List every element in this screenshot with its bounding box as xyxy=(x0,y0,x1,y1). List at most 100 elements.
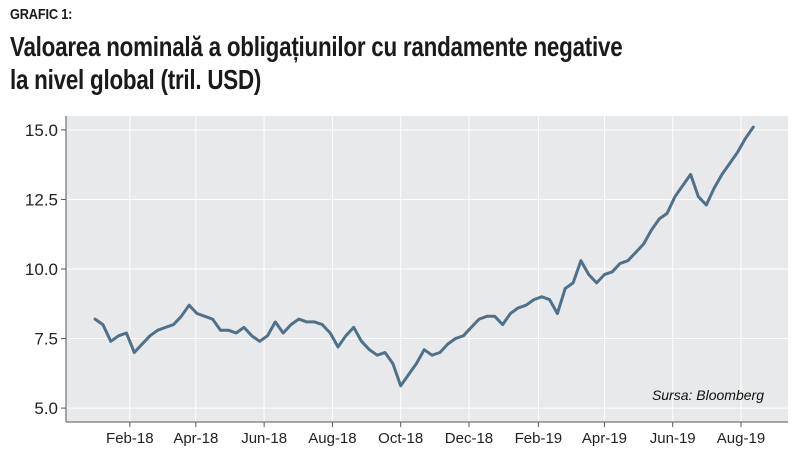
data-point xyxy=(251,335,253,337)
data-point xyxy=(399,385,402,387)
data-point xyxy=(266,335,269,337)
data-point xyxy=(713,187,715,190)
data-point xyxy=(493,315,496,318)
data-point xyxy=(658,218,661,220)
x-tick-label: Aug-19 xyxy=(717,430,765,447)
data-point xyxy=(478,318,480,320)
data-point xyxy=(313,321,316,323)
chart-title: Valoarea nominală a obligațiunilor cu ra… xyxy=(10,30,754,96)
data-point xyxy=(125,332,128,334)
data-point xyxy=(580,259,582,262)
data-point xyxy=(705,204,708,206)
data-point xyxy=(439,351,441,354)
data-point xyxy=(204,315,206,318)
data-point xyxy=(172,323,175,326)
x-tick-label: Oct-18 xyxy=(378,430,423,447)
data-point xyxy=(674,195,676,198)
data-point xyxy=(321,323,324,326)
data-point xyxy=(384,351,386,354)
x-tick-label: Aug-18 xyxy=(308,430,356,447)
data-point xyxy=(196,312,198,315)
data-point xyxy=(415,362,418,365)
x-tick-label: Apr-18 xyxy=(173,430,218,447)
data-point xyxy=(298,318,300,320)
y-tick-label: 10.0 xyxy=(25,260,58,279)
data-point xyxy=(666,212,668,215)
data-point xyxy=(282,332,285,334)
data-point xyxy=(376,354,379,357)
data-point xyxy=(407,373,410,376)
data-point xyxy=(564,287,566,290)
data-point xyxy=(525,304,527,307)
y-tick-labels: 5.0 7.5 10.0 12.5 15.0 xyxy=(25,121,66,418)
data-point xyxy=(117,335,120,337)
figure-label: GRAFIC 1: xyxy=(10,6,73,23)
data-point xyxy=(235,332,237,334)
data-point xyxy=(556,312,559,315)
data-point xyxy=(729,162,731,165)
data-point xyxy=(540,296,543,298)
data-point xyxy=(345,335,347,337)
data-point xyxy=(744,137,747,140)
data-point xyxy=(454,337,457,340)
x-tick-label: Dec-18 xyxy=(445,430,493,447)
data-point xyxy=(243,326,245,329)
data-point xyxy=(595,282,598,284)
data-point xyxy=(572,282,574,284)
data-point xyxy=(588,273,590,276)
x-tick-label: Apr-19 xyxy=(582,430,627,447)
data-point xyxy=(392,362,394,365)
data-point xyxy=(337,346,339,348)
data-point xyxy=(697,195,700,198)
data-point xyxy=(431,354,433,357)
x-tick-labels: Feb-18 Apr-18 Jun-18 Aug-18 Oct-18 Dec-18 Feb-… xyxy=(106,422,765,447)
data-point xyxy=(141,343,143,345)
data-point xyxy=(682,184,684,187)
data-point xyxy=(219,329,222,332)
data-point xyxy=(180,315,183,318)
x-tick-label: Feb-19 xyxy=(515,430,563,447)
chart-title-line-2: la nivel global (tril. USD) xyxy=(10,64,262,95)
data-point xyxy=(548,298,551,301)
data-point xyxy=(164,326,167,329)
data-point xyxy=(274,321,277,323)
data-point xyxy=(211,318,214,320)
x-tick-label: Feb-18 xyxy=(106,430,154,447)
data-point xyxy=(611,271,614,273)
data-point xyxy=(102,323,104,326)
data-point xyxy=(501,323,504,326)
data-point xyxy=(157,329,159,332)
data-point xyxy=(642,243,645,245)
data-point xyxy=(258,340,261,343)
data-point xyxy=(533,298,535,301)
data-point xyxy=(635,251,637,254)
source-note: Sursa: Bloomberg xyxy=(652,387,764,403)
x-tick-label: Jun-18 xyxy=(241,430,287,447)
gridlines xyxy=(66,116,788,422)
data-point xyxy=(352,326,355,329)
data-point xyxy=(329,332,332,334)
data-point xyxy=(486,315,488,318)
data-point xyxy=(149,335,151,337)
y-tick-label: 5.0 xyxy=(34,399,58,418)
data-point xyxy=(423,348,426,351)
y-tick-label: 7.5 xyxy=(34,330,58,349)
data-point xyxy=(446,343,449,345)
data-point xyxy=(721,173,723,176)
data-point xyxy=(509,312,512,315)
y-tick-label: 12.5 xyxy=(25,190,58,209)
chart-title-line-1: Valoarea nominală a obligațiunilor cu ra… xyxy=(10,31,623,62)
data-point xyxy=(517,307,519,309)
data-point xyxy=(689,173,692,176)
data-point xyxy=(227,329,230,332)
y-tick-label: 15.0 xyxy=(25,121,58,140)
data-point xyxy=(736,151,739,153)
data-point xyxy=(110,340,112,343)
data-point xyxy=(650,229,653,231)
data-point xyxy=(305,321,308,323)
data-point xyxy=(619,262,621,265)
data-point xyxy=(368,348,371,351)
data-point xyxy=(627,259,629,262)
data-point xyxy=(752,126,755,128)
